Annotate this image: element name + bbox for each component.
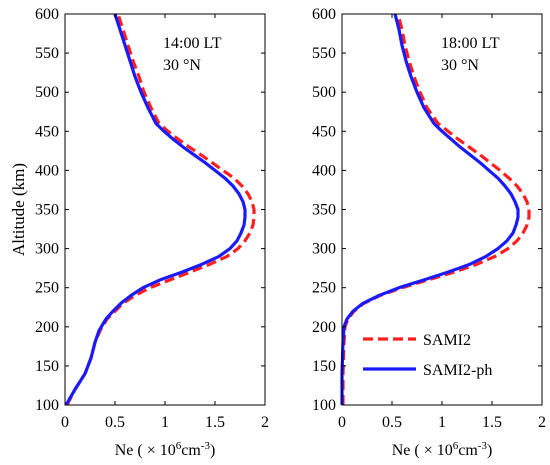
y-tick-label: 550 — [35, 45, 59, 62]
x-tick-label: 1.5 — [482, 414, 502, 431]
y-tick-label: 350 — [312, 202, 336, 219]
y-tick-label: 200 — [312, 319, 336, 336]
x-tick-label: 0 — [61, 414, 69, 431]
legend-label-sami2: SAMI2 — [423, 332, 471, 349]
y-tick-label: 250 — [312, 280, 336, 297]
x-tick-label: 0.5 — [105, 414, 125, 431]
annotation-time: 14:00 LT — [163, 35, 222, 52]
y-tick-label: 150 — [312, 358, 336, 375]
x-tick-label: 1.5 — [205, 414, 225, 431]
x-tick-label: 1 — [438, 414, 446, 431]
y-tick-label: 600 — [312, 6, 336, 23]
legend: SAMI2 SAMI2-ph — [363, 332, 492, 379]
legend-label-sami2-ph: SAMI2-ph — [423, 362, 492, 379]
annotation-latitude: 30 °N — [441, 57, 479, 74]
y-tick-label: 100 — [312, 397, 336, 414]
x-tick-label: 2 — [261, 414, 269, 431]
x-axis-label: Ne ( × 106cm-3) — [115, 440, 216, 459]
x-tick-label: 0 — [338, 414, 346, 431]
y-tick-label: 550 — [312, 45, 336, 62]
annotation-time: 18:00 LT — [441, 35, 500, 52]
y-tick-label: 300 — [35, 241, 59, 258]
y-tick-label: 500 — [312, 84, 336, 101]
y-tick-label: 400 — [312, 162, 336, 179]
y-tick-label: 300 — [312, 241, 336, 258]
x-tick-label: 2 — [538, 414, 546, 431]
panel-1: 0 0.5 1 1.5 2 100 150 200 250 300 350 400 450 500 550 6… — [9, 6, 269, 459]
y-tick-label: 500 — [35, 84, 59, 101]
y-tick-label: 400 — [35, 162, 59, 179]
y-tick-label: 150 — [35, 358, 59, 375]
x-tick-label: 0.5 — [382, 414, 402, 431]
annotation-latitude: 30 °N — [163, 57, 201, 74]
y-tick-label: 200 — [35, 319, 59, 336]
y-tick-label: 600 — [35, 6, 59, 23]
y-tick-label: 250 — [35, 280, 59, 297]
series-line-sami2-ph — [340, 13, 520, 405]
y-tick-label: 350 — [35, 202, 59, 219]
series-line-sami2-ph — [64, 13, 247, 406]
x-tick-label: 1 — [161, 414, 169, 431]
y-tick-label: 450 — [35, 123, 59, 140]
y-tick-label: 450 — [312, 123, 336, 140]
y-axis-label: Altitude (km) — [9, 163, 28, 256]
y-tick-label: 100 — [35, 397, 59, 414]
panel-2: 0 0.5 1 1.5 2 100 150 200 250 300 350 400 450 500 550 6… — [312, 6, 546, 459]
x-axis-label: Ne ( × 106cm-3) — [392, 440, 493, 459]
